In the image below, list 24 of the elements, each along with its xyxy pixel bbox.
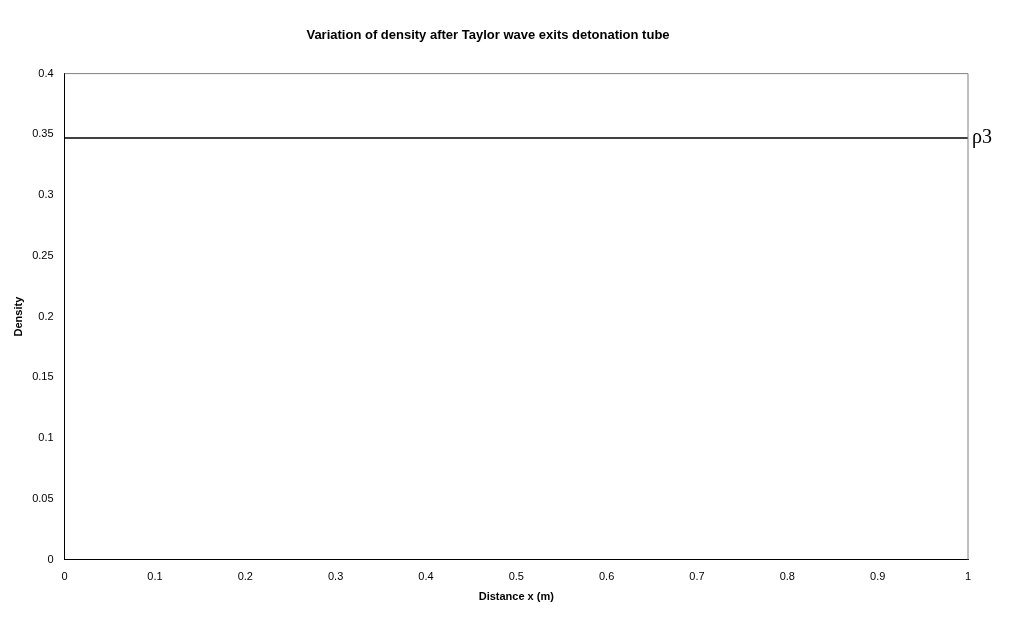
x-tick-label: 0 (61, 570, 68, 583)
y-tick-label: 0.1 (38, 431, 54, 444)
y-tick-label: 0.2 (38, 309, 54, 322)
y-axis-title: Density (11, 295, 24, 337)
x-tick-label: 0.3 (327, 570, 344, 583)
x-tick-label: 0.6 (599, 570, 615, 583)
y-tick-label: 0.4 (38, 66, 54, 79)
x-tick-label: 0.7 (689, 570, 705, 583)
x-tick-label: 0.9 (870, 570, 886, 583)
y-tick-label: 0.15 (32, 370, 54, 383)
x-tick-label: 0.8 (779, 570, 795, 583)
y-tick-label: 0 (47, 552, 54, 565)
x-axis-title: Distance x (m) (478, 590, 555, 603)
y-tick-label: 0.05 (32, 491, 54, 504)
y-tick-label: 0.25 (32, 248, 54, 261)
y-tick-label: 0.35 (32, 127, 54, 140)
x-tick-label: 0.4 (418, 570, 434, 583)
x-tick-label: 0.2 (237, 570, 253, 583)
x-tick-label: 0.1 (147, 570, 163, 583)
x-tick-label: 1 (964, 570, 972, 583)
y-tick-label: 0.3 (38, 188, 54, 201)
chart-title: Variation of density after Taylor wave exits detonation tube (306, 27, 670, 43)
series-label: ρ3 (972, 125, 992, 149)
x-tick-label: 0.5 (508, 570, 524, 583)
